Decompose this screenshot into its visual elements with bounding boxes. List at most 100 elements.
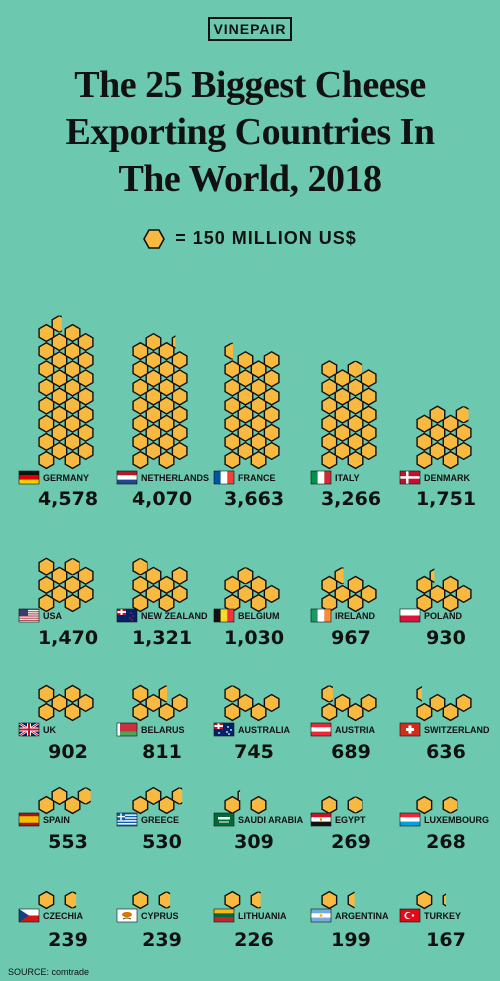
hexagon-unit <box>429 441 446 461</box>
germany-flag <box>18 470 40 485</box>
hexagon-unit <box>132 890 149 910</box>
hexagon-unit <box>334 369 351 388</box>
hexagon-unit <box>158 414 175 433</box>
hexagon-unit <box>171 566 188 585</box>
hexagon-unit <box>158 891 171 909</box>
hexagon-unit <box>250 702 267 722</box>
hexagon-unit <box>416 575 433 595</box>
hexagon-unit <box>416 414 433 433</box>
country-label: GREECE <box>141 815 179 825</box>
hexagon-unit <box>132 341 149 361</box>
hexagon-unit <box>237 351 254 370</box>
hexagon-unit <box>347 702 364 722</box>
hexagon-unit <box>145 786 162 806</box>
hexagon-unit <box>347 414 364 433</box>
hexagon-unit <box>145 584 162 604</box>
hexagon-unit <box>455 441 472 461</box>
country-label: EGYPT <box>335 815 366 825</box>
value-label: 530 <box>142 831 182 853</box>
hexagon-unit <box>250 432 267 452</box>
hexagon-unit <box>263 351 280 370</box>
hexagon-unit <box>77 405 94 424</box>
hexagon-unit <box>224 450 241 470</box>
switzerland-flag <box>399 722 421 737</box>
hexagon-unit <box>51 584 68 604</box>
country-ireland: IRELAND 967 <box>310 567 377 649</box>
value-label: 1,030 <box>224 627 284 649</box>
country-label: UK <box>43 725 56 735</box>
hexagon-unit <box>158 360 175 379</box>
hexagon-unit <box>237 369 254 388</box>
spain-flag <box>18 812 40 827</box>
country-luxembourg: LUXEMBOURG 268 <box>399 795 489 853</box>
hexagon-unit <box>77 387 94 406</box>
hexagon-unit <box>237 441 254 461</box>
hexagon-unit <box>263 369 280 388</box>
value-label: 269 <box>331 831 371 853</box>
hexagon-unit <box>171 441 188 461</box>
country-cyprus: CYPRUS 239 <box>116 890 182 951</box>
hexagon-unit <box>442 432 459 452</box>
hexagon-unit <box>347 593 364 613</box>
new-zealand-flag <box>116 608 138 623</box>
value-label: 967 <box>331 627 371 649</box>
country-greece: GREECE 530 <box>116 786 183 853</box>
hexagon-unit <box>64 323 81 343</box>
country-label: ARGENTINA <box>335 911 389 921</box>
country-label: IRELAND <box>335 611 375 621</box>
hexagon-unit <box>263 387 280 406</box>
hexagon-unit <box>145 332 162 352</box>
hexagon-unit <box>64 593 81 613</box>
egypt-flag <box>310 812 332 827</box>
hexagon-unit <box>442 593 459 613</box>
country-label: AUSTRIA <box>335 725 375 735</box>
hexagon-unit <box>237 693 254 713</box>
country-lithuania: LITHUANIA 226 <box>213 890 287 951</box>
hexagon-unit <box>250 414 267 433</box>
saudi-arabia-flag <box>213 812 235 827</box>
hexagon-unit <box>51 786 68 806</box>
hexagon-unit <box>64 414 81 433</box>
country-saudi-arabia: SAUDI ARABIA 309 <box>213 789 304 853</box>
hexagon-unit <box>64 450 81 470</box>
value-label: 199 <box>331 929 371 951</box>
hexagon-unit <box>416 450 433 470</box>
hexagon-unit <box>171 787 183 805</box>
country-label: ITALY <box>335 473 360 483</box>
hexagon-unit <box>442 450 459 470</box>
austria-flag <box>310 722 332 737</box>
luxembourg-flag <box>399 812 421 827</box>
hexagon-unit <box>250 396 267 415</box>
hexagon-unit <box>158 685 167 703</box>
uk-flag <box>18 721 40 738</box>
hexagon-unit <box>132 378 149 397</box>
hexagon-unit <box>250 378 267 397</box>
hexagon-unit <box>132 795 149 815</box>
hexagon-unit <box>237 789 241 803</box>
hexagon-unit <box>38 414 55 433</box>
hexagon-unit <box>51 405 68 424</box>
hexagon-unit <box>321 414 338 433</box>
hexagon-unit <box>132 558 148 576</box>
legend-label: = 150 MILLION US$ <box>175 228 357 248</box>
hexagon-unit <box>224 702 241 722</box>
hexagon-unit <box>321 575 338 595</box>
hexagon-unit <box>360 387 377 406</box>
hexagon-unit <box>171 405 188 424</box>
hexagon-unit <box>77 351 94 370</box>
value-label: 902 <box>48 741 88 763</box>
argentina-flag <box>310 908 332 923</box>
belgium-flag <box>213 608 235 623</box>
value-label: 689 <box>331 741 371 763</box>
hexagon-unit <box>416 593 433 613</box>
hexagon-unit <box>145 423 162 442</box>
poland-flag <box>399 608 421 623</box>
hexagon-unit <box>132 593 149 613</box>
hexagon-unit <box>171 369 188 388</box>
hexagon-unit <box>132 396 149 415</box>
hexagon-unit <box>132 432 149 452</box>
hexagon-unit <box>64 396 81 415</box>
hexagon-unit <box>347 796 363 814</box>
hexagon-unit <box>334 405 351 424</box>
hexagon-unit <box>38 450 55 470</box>
